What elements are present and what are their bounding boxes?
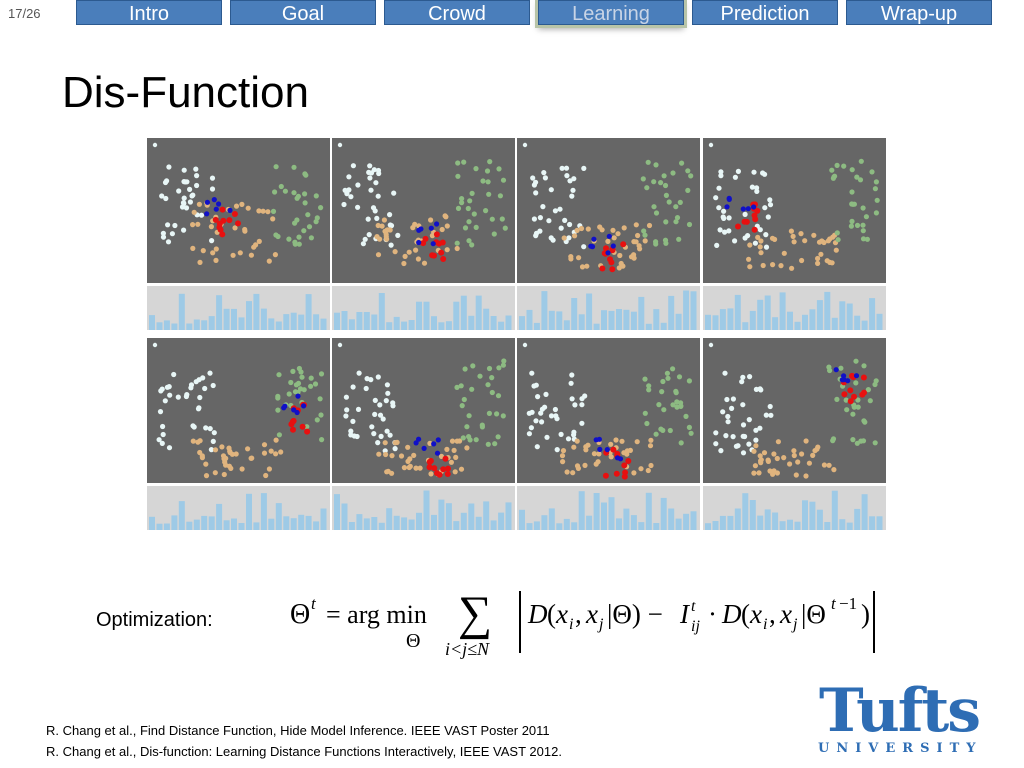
tab-intro[interactable]: Intro (76, 0, 222, 25)
reference-1: R. Chang et al., Find Distance Function,… (46, 723, 550, 738)
tab-prediction[interactable]: Prediction (692, 0, 838, 25)
histogram-screenshot (147, 286, 330, 330)
scatter-screenshot (332, 138, 515, 283)
tab-goal[interactable]: Goal (230, 0, 376, 25)
scatter-points (708, 342, 879, 479)
scatter-points (708, 142, 880, 271)
histogram-screenshot (147, 486, 330, 530)
scatter-screenshot (147, 138, 330, 283)
optimization-formula: Θ t = arg min Θ ∑ i<j≤N D ( x i , x j |Θ… (288, 585, 928, 672)
svg-text:D: D (527, 599, 548, 629)
svg-text:j: j (597, 616, 604, 633)
reference-2: R. Chang et al., Dis-function: Learning … (46, 744, 562, 759)
histogram-screenshot (332, 486, 515, 530)
svg-text:,: , (575, 599, 582, 629)
scatter-screenshot (517, 338, 700, 483)
histogram-screenshot (517, 286, 700, 330)
scatter-points (152, 342, 325, 479)
scatter-screenshot (517, 138, 700, 283)
svg-text:∑: ∑ (458, 587, 492, 640)
svg-text:(: ( (741, 599, 750, 629)
svg-text:i: i (569, 616, 573, 633)
logo-subtitle: UNIVERSITY (818, 741, 983, 756)
scatter-screenshot (147, 338, 330, 483)
scatter-points (152, 142, 324, 265)
svg-text:|Θ: |Θ (801, 599, 826, 629)
scatter-points (522, 342, 694, 480)
logo-wordmark: Tufts (818, 676, 981, 746)
svg-text:−1: −1 (839, 594, 857, 613)
histogram-screenshot (703, 486, 886, 530)
slide-number: 17/26 (8, 6, 41, 21)
tab-crowd[interactable]: Crowd (384, 0, 530, 25)
svg-text:,: , (769, 599, 776, 629)
svg-text:I: I (679, 599, 691, 629)
scatter-screenshot (703, 338, 886, 483)
svg-text:= arg min: = arg min (326, 600, 427, 629)
svg-text:(: ( (547, 599, 556, 629)
svg-text:x: x (749, 599, 762, 629)
scatter-points (337, 142, 508, 267)
svg-text:i<j≤N: i<j≤N (445, 639, 490, 659)
scatter-points (337, 342, 507, 478)
tab-wrap-up[interactable]: Wrap-up (846, 0, 992, 25)
formula-graphic: Θ t = arg min Θ ∑ i<j≤N D ( x i , x j |Θ… (290, 587, 875, 659)
histogram-bars (705, 490, 883, 530)
histogram-bars (334, 293, 512, 330)
svg-text:ij: ij (691, 618, 700, 635)
histogram-bars (149, 293, 327, 330)
svg-text:): ) (861, 599, 870, 629)
histogram-bars (149, 493, 327, 530)
scatter-points (522, 142, 694, 273)
svg-text:i: i (763, 616, 767, 633)
svg-text:t: t (691, 598, 696, 615)
svg-text:Θ: Θ (290, 599, 310, 630)
svg-text:t: t (311, 594, 317, 613)
svg-text:x: x (779, 599, 792, 629)
svg-text:·: · (708, 599, 717, 629)
svg-text:j: j (791, 616, 798, 633)
svg-text:x: x (555, 599, 568, 629)
svg-text:Θ: Θ (406, 630, 420, 652)
slide-title: Dis-Function (62, 68, 309, 117)
histogram-screenshot (517, 486, 700, 530)
histogram-screenshot (332, 286, 515, 330)
histogram-bars (334, 490, 512, 530)
scatter-screenshot (703, 138, 886, 283)
histogram-bars (705, 291, 883, 330)
tab-learning[interactable]: Learning (538, 0, 684, 25)
tufts-logo: Tufts UNIVERSITY (818, 676, 983, 756)
svg-text:x: x (585, 599, 598, 629)
svg-text:|Θ) −: |Θ) − (607, 599, 663, 629)
histogram-screenshot (703, 286, 886, 330)
optimization-label: Optimization: (96, 609, 213, 631)
scatter-screenshot (332, 338, 515, 483)
svg-text:t: t (831, 594, 837, 613)
histogram-bars (519, 491, 697, 530)
svg-text:D: D (721, 599, 742, 629)
histogram-bars (519, 290, 697, 330)
